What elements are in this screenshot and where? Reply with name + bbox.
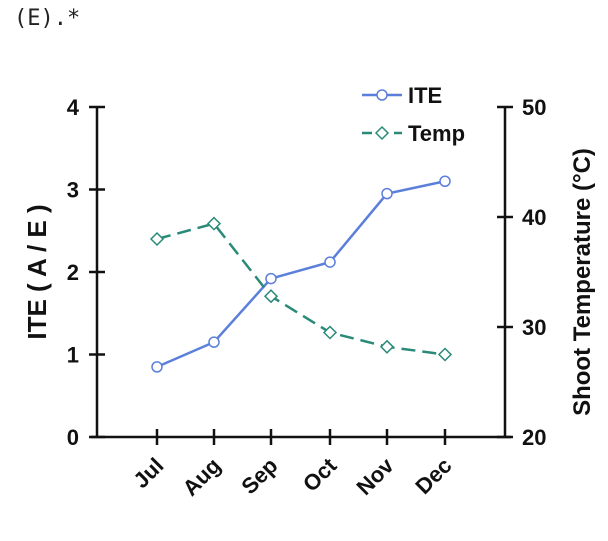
right-y-tick-label: 30 [522, 315, 546, 340]
figure-caption: (E).* [14, 6, 81, 31]
right-y-axis-title: Shoot Temperature (°C) [569, 148, 596, 416]
data-point-temp [149, 231, 165, 247]
data-point-ite [151, 361, 163, 373]
data-point-ite [439, 175, 451, 187]
x-tick-label: Oct [298, 452, 342, 496]
chart-axes: 0 1 2 3 4 20 30 40 50 Jul Aug Sep Oct Nov Dec ITE ( A /… [22, 95, 596, 501]
left-y-tick-label: 4 [67, 95, 80, 120]
data-point-temp [206, 216, 222, 231]
chart-legend: ITE Temp [362, 83, 465, 146]
x-tick-label: Sep [236, 453, 282, 499]
right-y-tick-label: 20 [522, 425, 546, 450]
x-tick-label: Nov [351, 452, 399, 500]
data-point-temp [322, 325, 338, 340]
x-tick-label: Jul [128, 453, 168, 493]
left-y-tick-label: 0 [67, 425, 79, 450]
series-layer [149, 175, 453, 373]
series-line-temp [156, 222, 446, 356]
left-y-tick-label: 2 [67, 260, 79, 285]
data-point-ite [265, 272, 277, 285]
data-point-ite [381, 187, 393, 200]
left-y-tick-label: 1 [67, 343, 79, 368]
data-point-ite [208, 336, 220, 348]
data-point-temp [437, 347, 453, 362]
legend-marker-ite [376, 89, 388, 101]
data-point-temp [263, 289, 279, 304]
x-tick-label: Aug [178, 453, 226, 501]
left-y-axis-title: ITE ( A / E ) [22, 204, 52, 339]
series-line-ite [156, 180, 446, 369]
right-y-tick-label: 50 [522, 95, 546, 120]
legend-label-temp: Temp [408, 121, 465, 146]
right-y-tick-label: 40 [522, 205, 546, 230]
data-point-ite [324, 256, 336, 268]
legend-label-ite: ITE [408, 83, 442, 108]
left-y-tick-label: 3 [67, 178, 79, 203]
data-point-temp [379, 339, 395, 354]
x-tick-label: Dec [410, 453, 456, 499]
legend-marker-temp [374, 125, 390, 141]
